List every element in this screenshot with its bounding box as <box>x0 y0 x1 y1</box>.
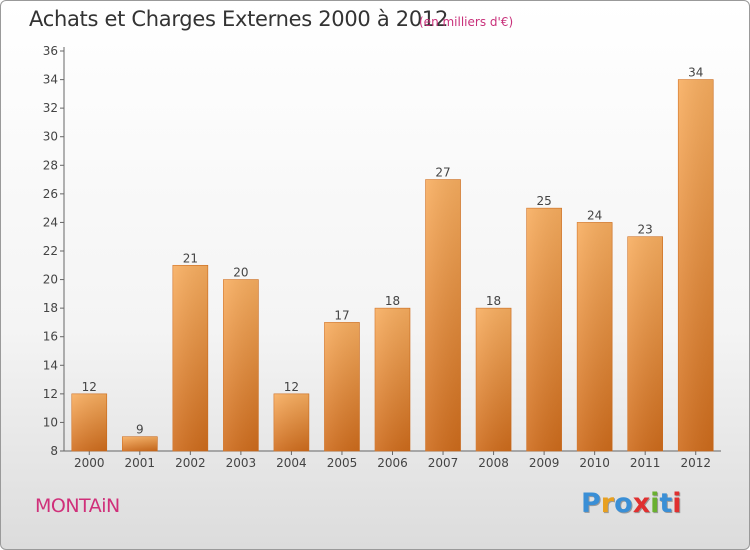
value-label-2005: 17 <box>334 308 349 322</box>
x-tick-label: 2006 <box>377 456 408 470</box>
value-label-2009: 25 <box>536 194 551 208</box>
x-tick-label: 2001 <box>125 456 156 470</box>
bar-shading-2008 <box>476 308 512 451</box>
y-tick-label: 14 <box>43 358 58 372</box>
x-tick-label: 2012 <box>680 456 711 470</box>
y-tick-label: 10 <box>43 415 58 429</box>
y-tick-label: 28 <box>43 158 58 172</box>
x-tick-label: 2002 <box>175 456 206 470</box>
proxiti-logo: Proxiti <box>581 488 682 519</box>
logo-letter: i <box>650 488 660 519</box>
value-label-2004: 12 <box>284 380 299 394</box>
x-tick-label: 2000 <box>74 456 105 470</box>
y-tick-label: 34 <box>43 73 58 87</box>
bar-shading-2010 <box>577 222 613 451</box>
value-label-2001: 9 <box>136 423 144 437</box>
y-tick-label: 22 <box>43 244 58 258</box>
x-tick-label: 2008 <box>478 456 509 470</box>
x-tick-label: 2007 <box>428 456 459 470</box>
y-tick-label: 32 <box>43 101 58 115</box>
bar-shading-2009 <box>526 208 562 451</box>
logo-letter: o <box>614 488 633 519</box>
bar-shading-2000 <box>71 393 107 451</box>
value-label-2010: 24 <box>587 208 602 222</box>
x-tick-label: 2011 <box>630 456 661 470</box>
y-tick-label: 16 <box>43 330 58 344</box>
y-tick-label: 24 <box>43 215 58 229</box>
x-tick-label: 2005 <box>327 456 358 470</box>
bar-shading-2005 <box>324 322 360 451</box>
value-label-2002: 21 <box>183 251 198 265</box>
value-label-2006: 18 <box>385 294 400 308</box>
bar-shading-2006 <box>375 308 410 451</box>
y-tick-label: 20 <box>43 273 58 287</box>
bar-shading-2012 <box>678 79 714 452</box>
logo-letter: i <box>672 488 682 519</box>
x-tick-label: 2010 <box>579 456 610 470</box>
value-label-2012: 34 <box>688 66 703 80</box>
x-tick-label: 2003 <box>226 456 257 470</box>
logo-letter: P <box>581 488 601 519</box>
y-tick-label: 26 <box>43 187 58 201</box>
value-label-2007: 27 <box>435 166 450 180</box>
bar-shading-2002 <box>172 265 208 451</box>
bar-shading-2004 <box>273 393 309 451</box>
chart-title: Achats et Charges Externes 2000 à 2012 <box>29 7 449 31</box>
bar-shading-2007 <box>425 179 461 452</box>
y-tick-label: 12 <box>43 387 58 401</box>
value-label-2003: 20 <box>233 266 248 280</box>
y-tick-label: 30 <box>43 130 58 144</box>
value-label-2008: 18 <box>486 294 501 308</box>
y-tick-label: 36 <box>43 44 58 58</box>
chart-subtitle: (en milliers d'€) <box>419 15 514 29</box>
logo-letter: x <box>632 488 651 519</box>
y-tick-label: 8 <box>50 444 58 458</box>
value-label-2000: 12 <box>82 380 97 394</box>
commune-name: MONTAiN <box>35 495 120 517</box>
value-label-2011: 23 <box>638 223 653 237</box>
x-tick-label: 2009 <box>529 456 560 470</box>
logo-letter: t <box>659 488 673 519</box>
bar-shading-2003 <box>223 279 259 451</box>
logo-letter: r <box>600 488 615 519</box>
bar-shading-2001 <box>122 436 158 451</box>
bar-shading-2011 <box>627 236 663 451</box>
y-tick-label: 18 <box>43 301 58 315</box>
x-tick-label: 2004 <box>276 456 307 470</box>
